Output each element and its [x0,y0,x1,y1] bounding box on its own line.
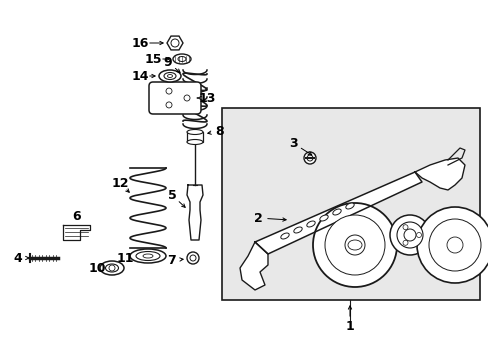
Ellipse shape [347,240,361,250]
Polygon shape [186,185,203,240]
Circle shape [165,88,172,94]
Ellipse shape [186,140,203,144]
Circle shape [396,222,422,248]
Polygon shape [240,242,267,290]
Text: 9: 9 [163,55,172,68]
Circle shape [428,219,480,271]
Ellipse shape [178,57,185,62]
Text: 6: 6 [73,211,81,224]
Circle shape [389,215,429,255]
Text: 2: 2 [253,211,262,225]
Text: 1: 1 [345,320,354,333]
Ellipse shape [319,215,327,221]
Text: 4: 4 [14,252,22,265]
Ellipse shape [159,70,181,82]
Ellipse shape [280,233,288,239]
Circle shape [446,237,462,253]
Ellipse shape [100,261,124,275]
Text: 11: 11 [116,252,134,265]
Polygon shape [254,172,421,254]
Circle shape [325,215,384,275]
Circle shape [345,235,364,255]
Circle shape [403,229,415,241]
Circle shape [312,203,396,287]
Text: 13: 13 [198,91,215,104]
Circle shape [304,152,315,164]
Ellipse shape [130,249,165,263]
Circle shape [190,255,196,261]
Circle shape [402,225,407,230]
Polygon shape [63,225,90,240]
Ellipse shape [142,254,153,258]
Text: 14: 14 [131,69,148,82]
Ellipse shape [345,203,353,209]
Circle shape [416,233,421,238]
Text: 12: 12 [111,176,128,189]
Text: 10: 10 [88,261,105,274]
Ellipse shape [293,227,302,233]
Circle shape [183,95,190,101]
Text: 15: 15 [144,53,162,66]
Ellipse shape [186,130,203,135]
Circle shape [186,252,199,264]
Ellipse shape [136,252,160,261]
Ellipse shape [306,221,315,227]
Text: 5: 5 [167,189,176,202]
Polygon shape [414,158,464,190]
Ellipse shape [105,264,118,272]
Bar [222,108,479,300]
Ellipse shape [173,54,191,64]
Text: 8: 8 [215,125,224,138]
Circle shape [165,102,172,108]
Ellipse shape [167,75,172,77]
Text: 16: 16 [131,36,148,50]
Circle shape [171,39,179,47]
Circle shape [109,265,115,271]
FancyBboxPatch shape [149,82,201,114]
Ellipse shape [163,72,176,80]
Text: 3: 3 [288,136,297,149]
Bar [186,132,203,142]
Ellipse shape [332,209,341,215]
Text: 7: 7 [167,253,176,266]
Circle shape [306,155,312,161]
Circle shape [416,207,488,283]
Polygon shape [167,36,183,50]
Circle shape [402,240,407,245]
